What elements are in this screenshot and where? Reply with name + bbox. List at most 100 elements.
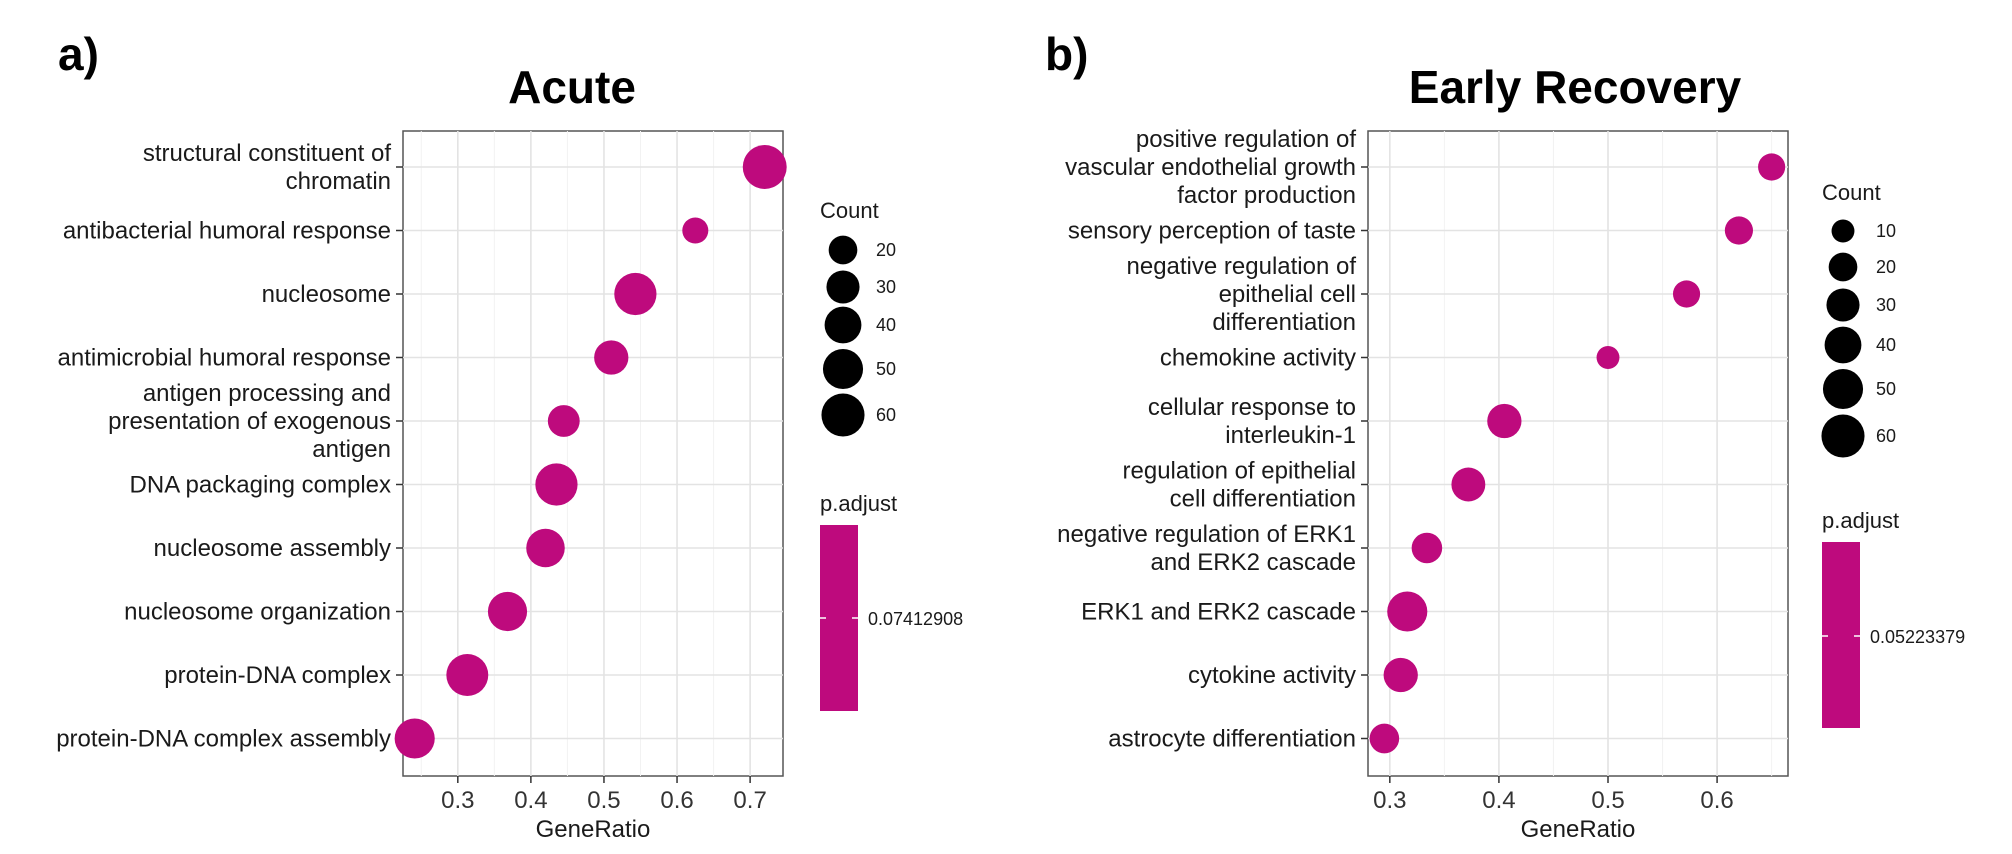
y-tick-label: chemokine activity [1160,345,1356,372]
y-tick-label: astrocyte differentiation [1108,726,1356,753]
y-tick-label: protein-DNA complex [164,662,391,689]
y-tick-label: cytokine activity [1188,662,1356,689]
legend-count-label: 30 [876,277,896,297]
legend-padj-title: p.adjust [820,491,897,516]
legend-count-title: Count [1822,180,1881,205]
panel-a: a) Acute structural constituent of chroma… [56,28,963,843]
x-axis: 0.3 0.4 0.5 0.6 0.7 [441,776,767,814]
data-point [1724,216,1753,245]
legend-count-dot [1822,368,1864,410]
x-tick-label: 0.6 [660,787,693,814]
data-point [1383,657,1418,693]
legend-count-items: 10 20 30 40 50 60 [1821,219,1896,458]
panel-label: a) [58,28,99,80]
y-tick-label: negative regulation of epithelial cell dif… [1127,253,1357,336]
x-tick-label: 0.5 [1591,787,1624,814]
legend-count-dot [828,235,858,265]
x-axis: 0.3 0.4 0.5 0.6 [1373,776,1734,814]
y-tick-label: antibacterial humoral response [63,218,391,245]
data-point [547,405,580,437]
legend-count-label: 40 [1876,335,1896,355]
legend-padj: p.adjust 0.05223379 [1822,508,1965,728]
y-axis: structural constituent of chromatin antiba… [56,140,403,753]
data-point [742,145,787,189]
grid [1368,131,1788,776]
legend-count-label: 20 [876,240,896,260]
data-point [394,718,435,759]
legend-count-dot [824,306,862,344]
x-tick-label: 0.4 [514,787,547,814]
y-tick-label: nucleosome organization [124,599,391,626]
y-tick-label: regulation of epithelial cell differentia… [1123,458,1357,513]
data-point [1758,153,1786,181]
data-point [1487,403,1522,439]
data-point [535,463,578,506]
x-axis-label: GeneRatio [1521,816,1636,843]
chart-title: Acute [508,61,636,113]
data-point [1451,467,1486,502]
x-tick-label: 0.3 [1373,787,1406,814]
legend-count-label: 60 [876,405,896,425]
legend-padj: p.adjust 0.07412908 [820,491,963,711]
legend-count-label: 50 [1876,379,1896,399]
x-tick-label: 0.6 [1700,787,1733,814]
legend-count-dot [1821,414,1865,458]
y-tick-label: structural constituent of chromatin [143,140,391,195]
data-point [614,272,657,316]
data-point [682,217,709,244]
data-point [1387,591,1428,632]
x-tick-label: 0.5 [587,787,620,814]
legend-count-dot [1828,252,1858,282]
x-tick-label: 0.4 [1482,787,1515,814]
legend-count-items: 20 30 40 50 60 [821,235,896,437]
legend-count-dot [1824,326,1862,364]
legend-count-dot [1826,288,1860,322]
legend-padj-value: 0.05223379 [1870,627,1965,647]
data-point [526,528,565,568]
data-point [487,591,528,632]
data-point [446,654,489,696]
x-tick-label: 0.7 [733,787,766,814]
legend-count-dot [822,348,864,390]
legend-count-label: 20 [1876,257,1896,277]
y-tick-label: antigen processing and presentation of ex… [108,380,391,463]
points [394,145,787,759]
data-point [1672,280,1701,308]
y-tick-label: protein-DNA complex assembly [56,726,391,753]
panel-b: b) Early Recovery positive regulation of… [1045,28,1965,843]
legend-padj-colorbar [1822,542,1860,728]
legend-count-label: 10 [1876,221,1896,241]
data-point [1596,346,1620,369]
points [1369,153,1786,754]
data-point [1369,723,1400,754]
y-tick-label: DNA packaging complex [130,472,391,499]
y-tick-label: cellular response to interleukin-1 [1148,394,1356,449]
x-axis-label: GeneRatio [536,816,651,843]
y-tick-label: nucleosome assembly [154,535,391,562]
data-point [1411,532,1443,564]
legend-count: Count 10 20 30 40 50 60 [1821,180,1896,458]
y-tick-label: antimicrobial humoral response [58,345,392,372]
chart-title: Early Recovery [1409,61,1742,113]
panel-label: b) [1045,28,1088,80]
y-tick-label: ERK1 and ERK2 cascade [1081,599,1356,626]
legend-padj-colorbar [820,525,858,711]
legend-count-label: 30 [1876,295,1896,315]
y-tick-label: negative regulation of ERK1 and ERK2 casc… [1057,521,1356,576]
legend-count-title: Count [820,198,879,223]
x-tick-label: 0.3 [441,787,474,814]
plot-panel [1367,130,1789,777]
legend-padj-title: p.adjust [1822,508,1899,533]
legend-count-label: 40 [876,315,896,335]
legend-padj-value: 0.07412908 [868,609,963,629]
y-axis: positive regulation of vascular endotheli… [1057,126,1368,753]
legend-count-label: 50 [876,359,896,379]
legend-count-label: 60 [1876,426,1896,446]
y-tick-label: nucleosome [262,281,391,308]
legend-count-dot [821,393,865,437]
y-tick-label: sensory perception of taste [1068,218,1356,245]
y-tick-label: positive regulation of vascular endotheli… [1065,126,1356,209]
legend-count-dot [1831,219,1855,243]
data-point [594,340,629,375]
